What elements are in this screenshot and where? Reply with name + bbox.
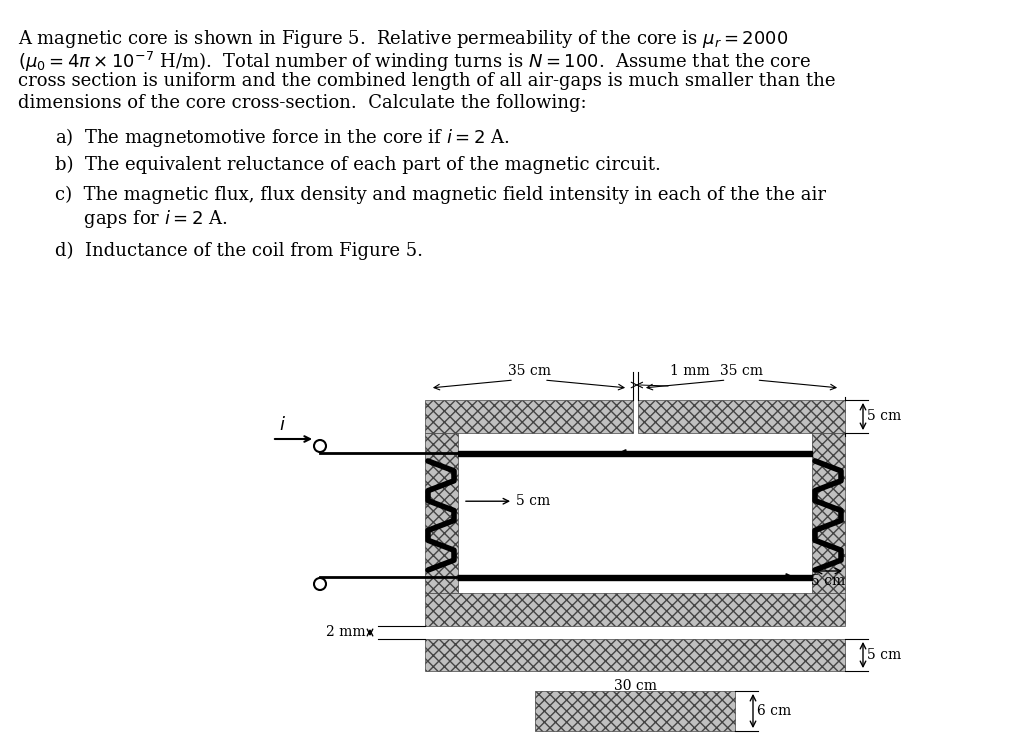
Text: 30 cm: 30 cm xyxy=(613,679,656,693)
Text: gaps for $i = 2$ A.: gaps for $i = 2$ A. xyxy=(55,208,227,230)
Circle shape xyxy=(314,578,326,590)
Bar xyxy=(425,639,845,671)
Text: A magnetic core is shown in Figure 5.  Relative permeability of the core is $\mu: A magnetic core is shown in Figure 5. Re… xyxy=(18,28,788,50)
Bar xyxy=(425,400,633,433)
Text: c)  The magnetic flux, flux density and magnetic field intensity in each of the : c) The magnetic flux, flux density and m… xyxy=(55,186,826,204)
Bar xyxy=(458,575,812,580)
Text: $(\mu_0 = 4\pi \times 10^{-7}$ H/m).  Total number of winding turns is $N = 100$: $(\mu_0 = 4\pi \times 10^{-7}$ H/m). Tot… xyxy=(18,50,811,74)
Text: 5 cm: 5 cm xyxy=(867,648,901,662)
Bar xyxy=(812,433,845,593)
Bar xyxy=(425,433,458,593)
Text: b)  The equivalent reluctance of each part of the magnetic circuit.: b) The equivalent reluctance of each par… xyxy=(55,156,660,174)
Text: 1 mm: 1 mm xyxy=(670,364,710,378)
Text: cross section is uniform and the combined length of all air-gaps is much smaller: cross section is uniform and the combine… xyxy=(18,72,836,90)
Text: 2 mm: 2 mm xyxy=(327,626,366,639)
Text: 35 cm: 35 cm xyxy=(720,364,763,378)
Bar xyxy=(535,691,735,731)
Circle shape xyxy=(314,440,326,452)
Text: dimensions of the core cross-section.  Calculate the following:: dimensions of the core cross-section. Ca… xyxy=(18,94,587,112)
Bar xyxy=(458,451,812,456)
Bar xyxy=(425,593,845,626)
Text: $i$: $i$ xyxy=(279,416,286,434)
Text: d)  Inductance of the coil from Figure 5.: d) Inductance of the coil from Figure 5. xyxy=(55,242,423,260)
Text: 5 cm: 5 cm xyxy=(516,494,550,508)
Text: 5 cm: 5 cm xyxy=(811,574,846,588)
Text: a)  The magnetomotive force in the core if $i = 2$ A.: a) The magnetomotive force in the core i… xyxy=(55,126,510,149)
Text: 6 cm: 6 cm xyxy=(757,704,792,718)
Text: 5 cm: 5 cm xyxy=(867,409,901,424)
Bar xyxy=(638,400,845,433)
Text: 35 cm: 35 cm xyxy=(508,364,551,378)
